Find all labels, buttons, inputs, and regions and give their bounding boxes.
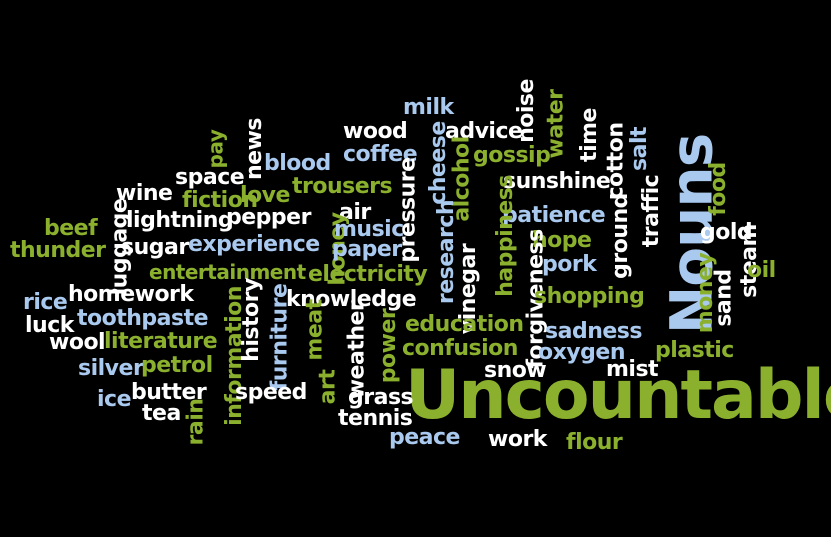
word-flour: flour [566,430,623,455]
word-ground: ground [607,193,633,279]
word-wool: wool [49,330,106,355]
word-work: work [488,427,547,452]
word-entertainment: entertainment [149,260,306,284]
word-wine: wine [116,181,173,206]
word-trousers: trousers [292,174,393,199]
word-beef: beef [44,216,98,241]
word-shopping: shopping [534,284,645,309]
word-oxygen: oxygen [538,340,625,365]
word-food: food [705,162,731,216]
word-tea: tea [142,401,181,426]
word-sadness: sadness [545,319,642,344]
word-grass: grass [348,385,414,410]
word-pay: pay [203,129,228,169]
word-knowledge: knowledge [286,287,417,312]
word-money: money [693,252,719,334]
word-cheese: cheese [425,121,451,205]
word-coffee: coffee [343,142,418,167]
word-toothpaste: toothpaste [77,306,209,331]
word-paper: paper [332,237,402,262]
word-lightning: lightning [126,208,234,233]
word-electricity: electricity [308,262,428,287]
word-snow: snow [484,358,547,383]
word-advice: advice [445,119,523,144]
word-happiness: happiness [492,175,518,297]
word-butter: butter [131,380,207,405]
word-pepper: pepper [226,205,311,230]
word-petrol: petrol [141,353,213,378]
word-news: news [242,117,268,181]
word-ice: ice [97,387,132,412]
word-thunder: thunder [10,238,106,263]
word-plastic: plastic [655,338,734,363]
word-luck: luck [25,313,74,338]
word-space: space [175,165,245,190]
word-love: love [240,183,290,208]
word-blood: blood [264,151,331,176]
word-tennis: tennis [338,406,413,431]
word-furniture: furniture [267,283,293,391]
word-milk: milk [403,95,454,120]
word-experience: experience [188,232,320,257]
word-literature: literature [104,329,218,354]
word-sunshine: sunshine [503,169,611,194]
word-pork: pork [542,252,597,277]
word-time: time [576,108,602,162]
title-uncountable: Uncountable [405,356,831,435]
word-homework: homework [68,282,194,307]
word-silver: silver [78,356,144,381]
word-traffic: traffic [639,174,665,248]
word-education: education [405,312,524,337]
word-peace: peace [389,425,460,450]
word-research: research [434,199,460,305]
word-oil: oil [747,258,776,283]
word-mist: mist [606,357,659,382]
word-salt: salt [627,127,652,171]
word-rice: rice [23,290,68,315]
word-sugar: sugar [121,235,189,260]
word-power: power [376,308,402,384]
word-meat: meat [302,299,328,361]
word-fiction: fiction [182,188,258,213]
word-hope: hope [532,228,592,253]
word-art: art [315,369,341,405]
word-rain: rain [183,398,209,446]
word-gossip: gossip [473,143,551,168]
word-speed: speed [235,380,307,405]
word-music: music [334,217,404,242]
word-confusion: confusion [402,336,518,361]
word-air: air [339,200,371,225]
word-patience: patience [502,203,606,228]
word-wood: wood [343,119,408,144]
word-gold: gold [700,220,753,245]
